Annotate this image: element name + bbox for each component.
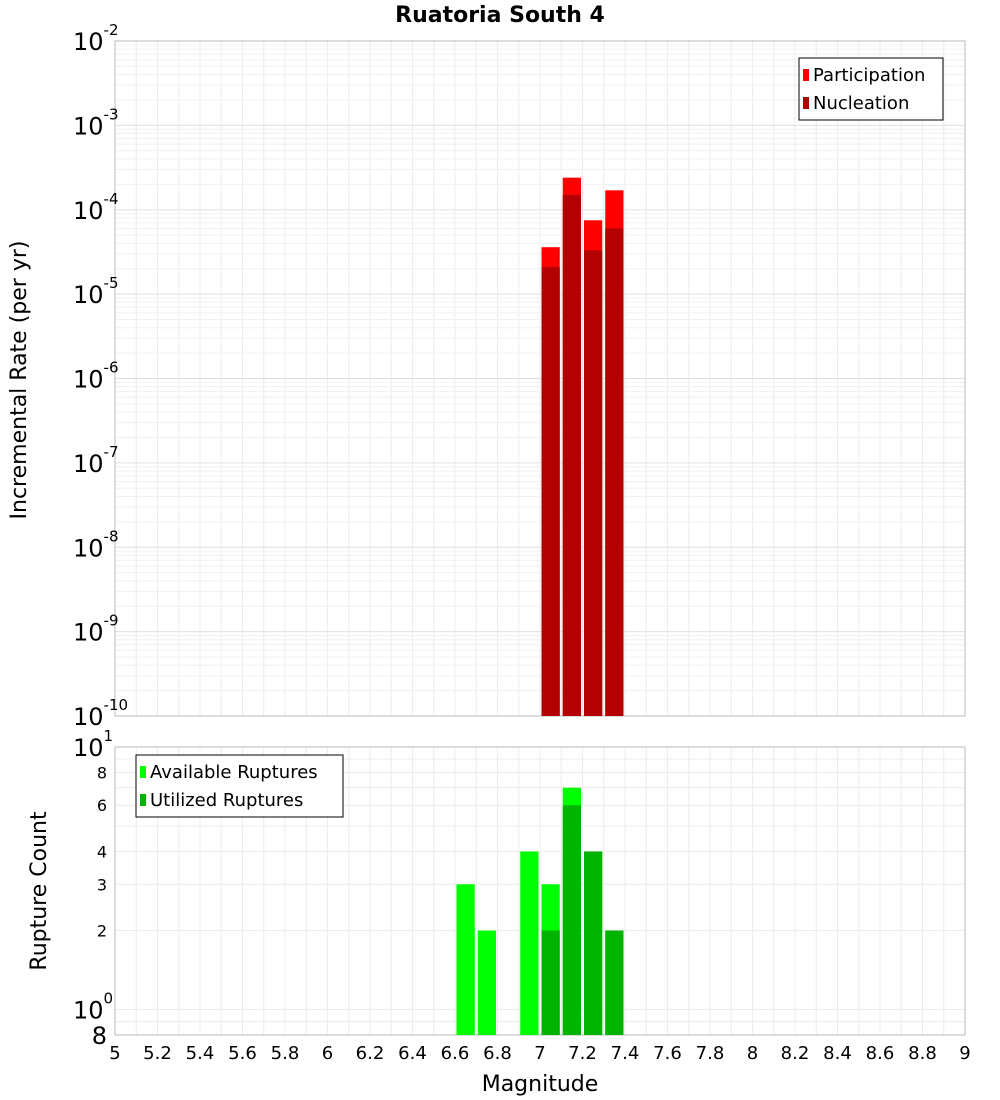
x-tick-label: 6.2	[356, 1043, 385, 1064]
x-tick-label: 6.8	[483, 1043, 512, 1064]
bottom-y-tick-label: 8	[97, 763, 107, 782]
bottom-plot-frame	[114, 746, 966, 1036]
top-panel-bars	[541, 177, 624, 717]
legend-swatch	[140, 794, 146, 806]
x-tick-label: 8.2	[781, 1043, 810, 1064]
legend-entry: Nucleation	[813, 93, 909, 114]
x-tick-label: 5.2	[143, 1043, 172, 1064]
top-y-tick-label: 10-10	[73, 696, 128, 731]
x-tick-label: 8.6	[866, 1043, 895, 1064]
legend-entry: Participation	[813, 65, 925, 86]
legend-swatch	[803, 69, 809, 81]
x-axis-ticks: 5 5.2 5.4 5.6 5.8 6 6.2 6.4 6.6 6.8 7 7.2 7.4 7.6 7.8 8…	[109, 1043, 970, 1064]
top-y-tick-label: 10-5	[73, 274, 119, 309]
bottom-legend: Available Ruptures Utilized Ruptures	[135, 754, 344, 818]
x-tick-label: 6.4	[398, 1043, 427, 1064]
x-tick-label: 6.6	[441, 1043, 470, 1064]
bottom-y-axis-label: Rupture Count	[27, 811, 52, 971]
bottom-utilized-ruptures-bar	[562, 805, 581, 1035]
bottom-y-tick-label: 3	[97, 875, 107, 894]
bottom-y-tick-label: 2	[97, 922, 107, 941]
x-tick-label: 7.4	[611, 1043, 640, 1064]
x-tick-label: 5.6	[228, 1043, 257, 1064]
x-tick-label: 5	[109, 1043, 120, 1064]
bottom-y-tick-label: 4	[97, 842, 107, 861]
bottom-utilized-ruptures-bar	[541, 930, 560, 1035]
x-tick-label: 7	[534, 1043, 545, 1064]
top-y-tick-label: 10-8	[73, 527, 119, 562]
bottom-available-ruptures-bar	[456, 884, 475, 1035]
x-axis-label: Magnitude	[482, 1072, 599, 1097]
legend-swatch	[803, 97, 809, 109]
x-tick-label: 7.6	[653, 1043, 682, 1064]
top-y-tick-label: 10-9	[73, 612, 119, 647]
x-tick-label: 5.4	[186, 1043, 215, 1064]
legend-entry: Utilized Ruptures	[150, 790, 303, 811]
top-nucleation-bar	[541, 266, 560, 716]
legend-entry: Available Ruptures	[150, 762, 318, 783]
top-nucleation-bar	[584, 250, 603, 717]
top-y-tick-label: 10-4	[73, 190, 119, 225]
top-nucleation-bar	[562, 194, 581, 716]
bottom-available-ruptures-bar	[520, 851, 539, 1035]
x-tick-label: 9	[959, 1043, 970, 1064]
legend-box	[798, 57, 944, 121]
top-nucleation-bar	[605, 228, 624, 716]
top-plot-frame	[114, 40, 966, 717]
x-tick-label: 7.2	[568, 1043, 597, 1064]
x-tick-label: 8.4	[823, 1043, 852, 1064]
bottom-utilized-ruptures-bar	[584, 851, 603, 1035]
x-tick-label: 8	[747, 1043, 758, 1064]
bottom-y-tick-label: 101	[73, 727, 113, 762]
top-panel-gridlines	[114, 41, 966, 717]
x-tick-label: 5.8	[271, 1043, 300, 1064]
bottom-utilized-ruptures-bar	[605, 930, 624, 1035]
bottom-available-ruptures-bar	[477, 930, 496, 1035]
legend-box	[135, 754, 344, 818]
bottom-y-tick-label: 8	[92, 1022, 107, 1050]
top-y-axis-label: Incremental Rate (per yr)	[7, 241, 32, 520]
legend-swatch	[140, 766, 146, 778]
top-y-tick-label: 10-2	[73, 21, 119, 56]
x-tick-label: 7.8	[696, 1043, 725, 1064]
bottom-y-tick-label: 6	[97, 796, 107, 815]
top-panel-y-ticks: 10-2 10-3 10-4 10-5 10-6 10-7 10-8 10-9 10-10	[73, 21, 128, 731]
top-y-tick-label: 10-6	[73, 359, 119, 394]
bottom-panel-bars	[456, 787, 624, 1035]
top-y-tick-label: 10-7	[73, 443, 119, 478]
top-y-tick-label: 10-3	[73, 105, 119, 140]
chart-title: Ruatoria South 4	[395, 3, 605, 28]
x-tick-label: 6	[322, 1043, 333, 1064]
top-legend: Participation Nucleation	[798, 57, 944, 121]
bottom-y-tick-label: 100	[73, 990, 113, 1025]
x-tick-label: 8.8	[908, 1043, 937, 1064]
